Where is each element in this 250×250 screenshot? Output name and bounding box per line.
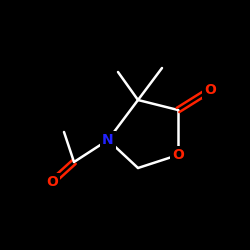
Text: O: O [46,175,58,189]
Text: N: N [102,133,114,147]
Text: O: O [204,83,216,97]
Text: O: O [172,148,184,162]
